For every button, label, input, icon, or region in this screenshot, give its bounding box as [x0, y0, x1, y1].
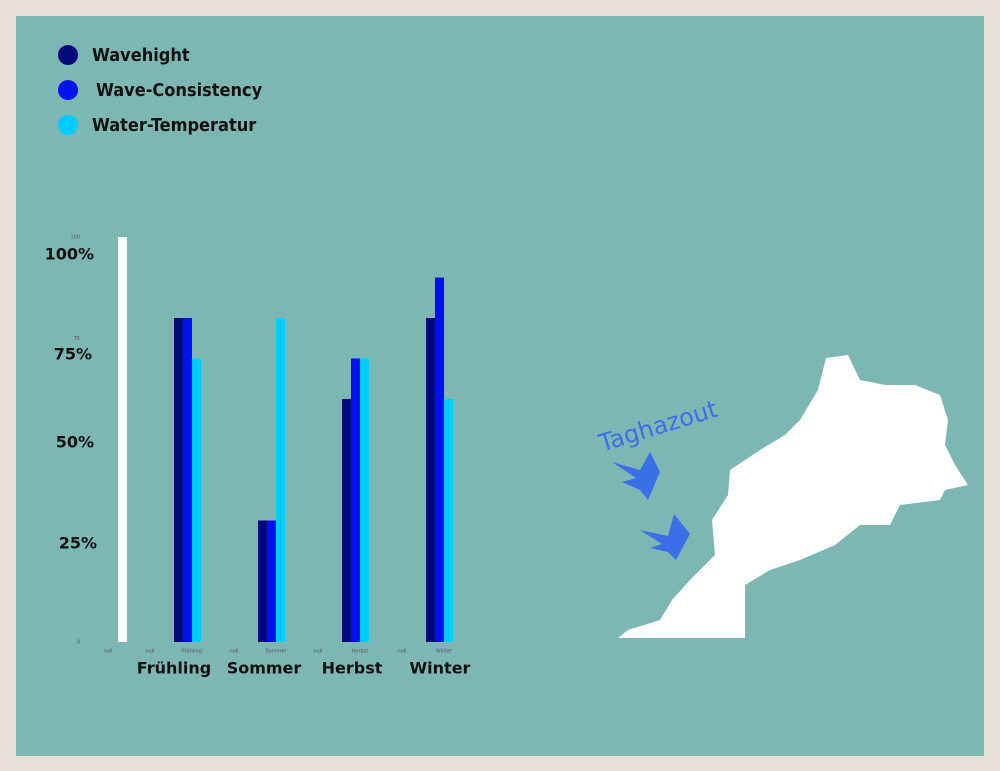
bar — [118, 237, 127, 642]
season-label: Herbst — [322, 659, 383, 678]
legend-swatch — [58, 115, 78, 135]
y-tick-label: 0 — [77, 640, 80, 646]
season-label: Sommer — [227, 659, 302, 678]
bar — [192, 358, 201, 642]
bar — [276, 318, 285, 642]
legend-label: Wave-Consistency — [96, 80, 263, 101]
morocco-map — [618, 355, 968, 638]
bar — [444, 399, 453, 642]
legend-label: Water-Temperatur — [92, 115, 256, 136]
x-tick-label: null — [313, 649, 322, 655]
x-tick-label: Winter — [436, 649, 453, 655]
x-tick-label: null — [229, 649, 238, 655]
x-tick-label: Sommer — [265, 649, 287, 655]
x-tick-label: Herbst — [352, 649, 369, 655]
bar — [360, 358, 369, 642]
x-tick-label: null — [103, 649, 112, 655]
percent-label: 75% — [54, 345, 92, 364]
percent-label: 50% — [56, 433, 94, 452]
legend-swatch — [58, 45, 78, 65]
season-label: Winter — [410, 659, 471, 678]
bar — [342, 399, 351, 642]
percent-label: 25% — [59, 534, 97, 553]
x-tick-label: Frühling — [182, 649, 202, 655]
bar — [435, 277, 444, 642]
bar — [426, 318, 435, 642]
x-tick-label: null — [145, 649, 154, 655]
legend-label: Wavehight — [92, 45, 190, 66]
bar — [351, 358, 360, 642]
bar — [258, 520, 267, 642]
bar — [174, 318, 183, 642]
percent-label: 100% — [45, 245, 94, 264]
season-label: Frühling — [137, 659, 211, 678]
legend-swatch — [58, 80, 78, 100]
y-tick-label: 75 — [74, 336, 80, 342]
bar — [267, 520, 276, 642]
x-tick-label: null — [397, 649, 406, 655]
chevrons — [612, 452, 690, 560]
y-tick-label: 100 — [70, 235, 80, 241]
bar — [183, 318, 192, 642]
